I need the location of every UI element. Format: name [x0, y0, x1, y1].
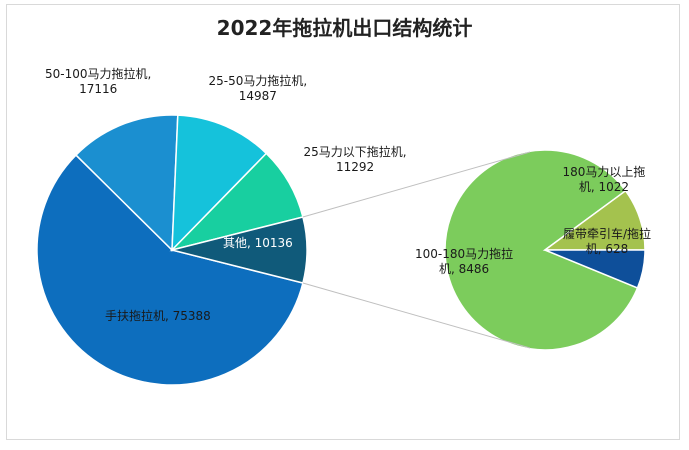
- slice-50-100hp-label-line1: 50-100马力拖拉机,: [45, 67, 152, 81]
- slice-25-50hp-label-line2: 14987: [238, 89, 277, 103]
- slice-crawler-label-line1: 履带牵引车/拖拉: [563, 227, 652, 241]
- chart-title: 2022年拖拉机出口结构统计: [216, 16, 473, 40]
- slice-over-180hp-label: 180马力以上拖 机, 1022: [563, 165, 646, 195]
- slice-other-label-line1: 其他, 10136: [223, 235, 293, 250]
- slice-hand-tractor-label-line1: 手扶拖拉机, 75388: [105, 308, 211, 323]
- slice-crawler-label: 履带牵引车/拖拉 机, 628: [563, 227, 651, 257]
- slice-100-180hp-label-line2: 机, 8486: [438, 262, 490, 276]
- slice-other: [171, 216, 308, 284]
- slice-25-50hp-label-line1: 25-50马力拖拉机,: [208, 74, 308, 88]
- slice-hand-tractor: [36, 154, 304, 386]
- slice-under-25hp-label-line1: 25马力以下拖拉机,: [303, 145, 407, 159]
- slice-hand-tractor-label: 手扶拖拉机, 75388: [105, 309, 211, 324]
- slice-100-180hp-label: 100-180马力拖拉 机, 8486: [415, 247, 513, 277]
- slice-over-180hp-label-line2: 机, 1022: [578, 180, 630, 194]
- slice-other-label: 其他, 10136: [223, 236, 293, 251]
- slice-100-180hp-label-line1: 100-180马力拖拉: [415, 247, 514, 261]
- slice-25-50hp-label: 25-50马力拖拉机, 14987: [209, 74, 308, 104]
- slice-50-100hp-label-line2: 17116: [79, 82, 118, 96]
- slice-25-50hp: [171, 114, 268, 252]
- connector-line-top: [302, 151, 531, 218]
- slice-crawler: [544, 249, 646, 289]
- slice-under-25hp-label: 25马力以下拖拉机, 11292: [304, 145, 407, 175]
- slice-100-180hp: [444, 149, 639, 351]
- slice-50-100hp: [74, 114, 179, 252]
- slice-under-25hp-label-line2: 11292: [335, 160, 375, 174]
- slice-over-180hp-label-line1: 180马力以上拖: [562, 165, 646, 179]
- slice-crawler-label-line2: 机, 628: [585, 242, 629, 256]
- slice-50-100hp-label: 50-100马力拖拉机, 17116: [45, 67, 151, 97]
- connector-line-bottom: [302, 282, 531, 349]
